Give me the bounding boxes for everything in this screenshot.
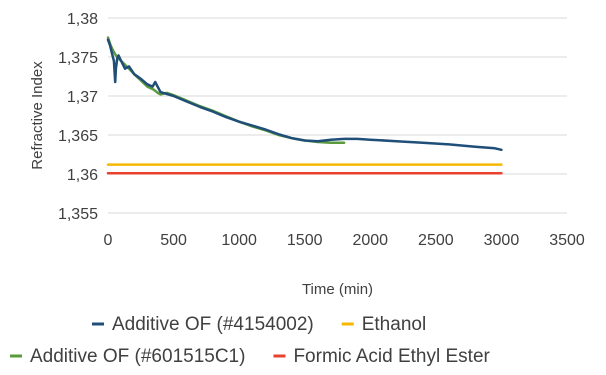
x-tick-label: 1500 [287,232,323,249]
x-tick-label: 3500 [549,232,585,249]
legend-item: Additive OF (#4154002) [92,314,314,335]
x-tick-label: 1000 [221,232,257,249]
legend-label: Additive OF (#4154002) [112,314,314,335]
y-tick-label: 1,38 [67,11,98,28]
legend-label: Ethanol [362,314,426,335]
legend-item: Formic Acid Ethyl Ester [273,346,491,367]
x-tick-label: 2500 [418,232,454,249]
x-tick-labels: 0 500 1000 1500 2000 2500 3000 3500 [104,232,585,249]
y-tick-label: 1,37 [67,89,98,106]
gridlines [108,17,567,214]
legend-label: Formic Acid Ethyl Ester [293,346,490,367]
y-tick-label: 1,365 [58,128,98,145]
y-tick-label: 1,375 [58,50,98,67]
y-axis-title: Refractive Index [29,61,46,170]
legend: Additive OF (#4154002) Ethanol Additive OF… [10,314,491,367]
x-tick-label: 3000 [484,232,520,249]
series-lines [106,36,503,175]
y-tick-label: 1,355 [58,206,98,223]
x-axis-title: Time (min) [302,281,373,298]
series-line-2 [106,36,346,145]
legend-label: Additive OF (#601515C1) [30,346,245,367]
series-line-1 [106,38,503,152]
legend-item: Ethanol [341,314,426,335]
legend-item: Additive OF (#601515C1) [10,346,245,367]
y-tick-labels: 1,355 1,36 1,365 1,37 1,375 1,38 [58,11,98,223]
y-tick-label: 1,36 [67,167,98,184]
x-tick-label: 2000 [352,232,388,249]
x-tick-label: 500 [160,232,187,249]
x-tick-label: 0 [104,232,113,249]
